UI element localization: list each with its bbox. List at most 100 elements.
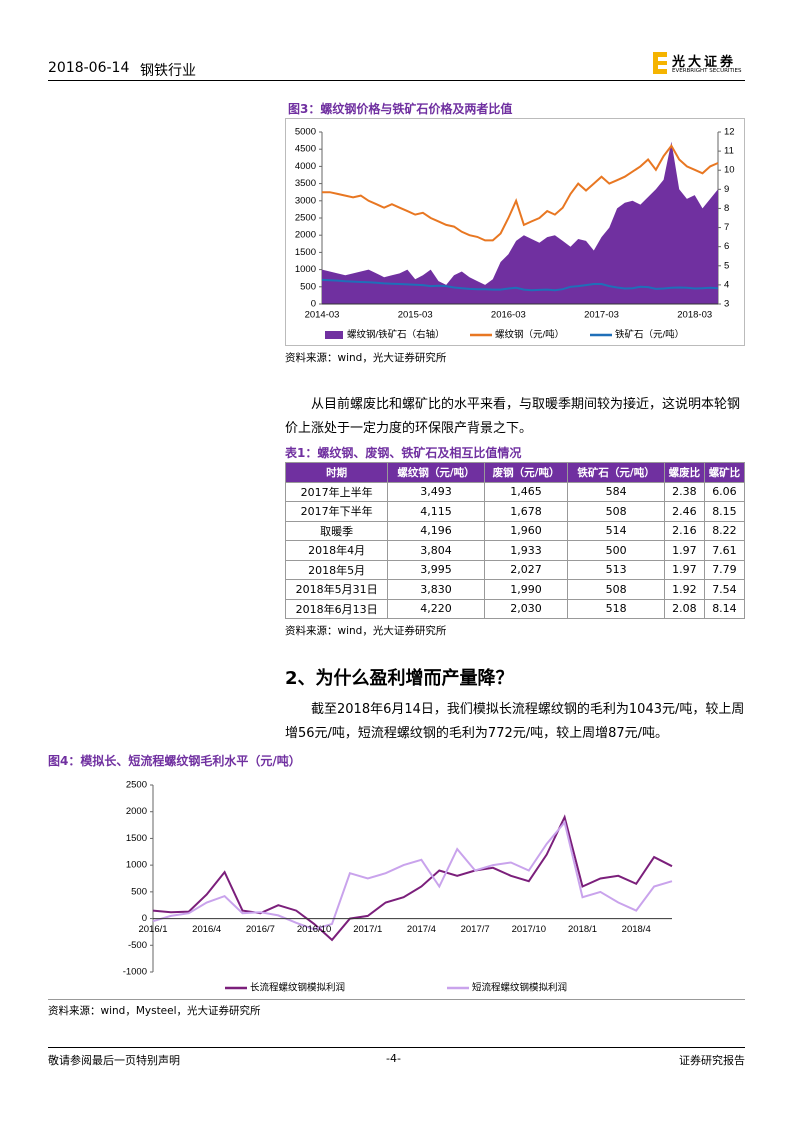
table-cell: 4,196 bbox=[387, 520, 485, 541]
table-cell: 508 bbox=[567, 501, 665, 522]
table-cell: 2018年5月31日 bbox=[284, 579, 389, 600]
column-header: 时期 bbox=[284, 462, 389, 483]
figure-source: 资料来源：wind，Mysteel，光大证券研究所 bbox=[48, 1005, 261, 1017]
y-tick-label: 4000 bbox=[295, 161, 316, 172]
y2-tick-label: 5 bbox=[724, 260, 729, 271]
y-tick-label: 5000 bbox=[295, 127, 316, 138]
table-cell: 1.92 bbox=[663, 579, 705, 600]
logo-english: EVERBRIGHT SECURITIES bbox=[672, 68, 742, 74]
table-cell: 518 bbox=[567, 598, 665, 619]
x-tick-label: 2016/4 bbox=[192, 924, 221, 935]
y-tick-label: -500 bbox=[128, 940, 147, 951]
table-cell: 1,933 bbox=[483, 540, 569, 561]
legend-label: 螺纹钢/铁矿石（右轴） bbox=[347, 329, 445, 341]
x-tick-label: 2016-03 bbox=[491, 310, 526, 321]
x-tick-label: 2017/10 bbox=[512, 924, 546, 935]
table-cell: 3,830 bbox=[387, 579, 485, 600]
footer-right: 证券研究报告 bbox=[679, 1054, 745, 1067]
chart-frame bbox=[285, 118, 745, 346]
table-cell: 500 bbox=[567, 540, 665, 561]
paragraph: 截至2018年6月14日，我们模拟长流程螺纹钢的毛利为1043元/吨，较上周增5… bbox=[285, 702, 745, 741]
x-tick-label: 2016/7 bbox=[246, 924, 275, 935]
table-cell: 508 bbox=[567, 579, 665, 600]
y-tick-label: 4500 bbox=[295, 144, 316, 155]
y-tick-label: 2000 bbox=[295, 230, 316, 241]
legend-label: 螺纹钢（元/吨） bbox=[495, 329, 564, 341]
header-date: 2018-06-14 bbox=[48, 60, 130, 76]
header-rule bbox=[48, 80, 745, 81]
legend-label: 短流程螺纹钢模拟利润 bbox=[472, 982, 567, 994]
y-tick-label: -1000 bbox=[123, 967, 147, 978]
table-cell: 7.79 bbox=[703, 559, 746, 580]
table-cell: 2018年4月 bbox=[284, 540, 389, 561]
logo-name: 光大证券 bbox=[672, 55, 737, 70]
line bbox=[321, 278, 719, 292]
footer-page: -4- bbox=[386, 1052, 401, 1065]
figure-title: 图4：模拟长、短流程螺纹钢毛利水平（元/吨） bbox=[48, 754, 301, 768]
paragraph: 从目前螺废比和螺矿比的水平来看，与取暖季期间较为接近，这说明本轮钢价上涨处于一定… bbox=[285, 397, 741, 436]
column-header: 螺矿比 bbox=[703, 462, 746, 483]
table-cell: 1,678 bbox=[483, 501, 569, 522]
table-cell: 1.97 bbox=[663, 540, 705, 561]
table-header-row: 时期 螺纹钢（元/吨） 废钢（元/吨） 铁矿石（元/吨） 螺废比 螺矿比 bbox=[284, 462, 746, 483]
y2-tick-label: 4 bbox=[724, 279, 729, 290]
table-cell: 2018年5月 bbox=[284, 559, 389, 580]
y-tick-label: 1500 bbox=[126, 833, 147, 844]
table-cell: 3,995 bbox=[387, 559, 485, 580]
table-cell: 2.38 bbox=[663, 481, 705, 502]
y-tick-label: 0 bbox=[142, 913, 147, 924]
table-row: 2018年6月13日 4,220 2,030 518 2.08 8.14 bbox=[284, 598, 746, 619]
table-row: 2018年5月31日 3,830 1,990 508 1.92 7.54 bbox=[284, 579, 746, 600]
y-tick-label: 2500 bbox=[295, 213, 316, 224]
table-cell: 1,990 bbox=[483, 579, 569, 600]
table-cell: 2,030 bbox=[483, 598, 569, 619]
x-tick-label: 2017/4 bbox=[407, 924, 436, 935]
x-tick-label: 2016/1 bbox=[138, 924, 167, 935]
y-tick-label: 1500 bbox=[295, 247, 316, 258]
y-tick-label: 3000 bbox=[295, 195, 316, 206]
x-tick-label: 2018/1 bbox=[568, 924, 597, 935]
y2-tick-label: 10 bbox=[724, 165, 735, 176]
table-cell: 2.46 bbox=[663, 501, 705, 522]
table-cell: 7.61 bbox=[703, 540, 746, 561]
table-cell: 8.22 bbox=[703, 520, 746, 541]
figure-source: 资料来源：wind，光大证券研究所 bbox=[285, 352, 447, 364]
x-tick-label: 2014-03 bbox=[305, 310, 340, 321]
x-tick-label: 2015-03 bbox=[398, 310, 433, 321]
y-tick-label: 2500 bbox=[126, 780, 147, 791]
table-cell: 取暖季 bbox=[284, 520, 389, 541]
line bbox=[152, 820, 673, 931]
column-header: 废钢（元/吨） bbox=[483, 462, 569, 483]
table-cell: 514 bbox=[567, 520, 665, 541]
column-header: 螺废比 bbox=[663, 462, 705, 483]
table-cell: 4,115 bbox=[387, 501, 485, 522]
x-tick-label: 2017/1 bbox=[353, 924, 382, 935]
y-tick-label: 500 bbox=[300, 281, 316, 292]
table-cell: 8.14 bbox=[703, 598, 746, 619]
header-industry: 钢铁行业 bbox=[140, 63, 196, 79]
footer-rule bbox=[48, 1047, 745, 1048]
legend-swatch bbox=[325, 331, 343, 339]
table-row: 2017年上半年 3,493 1,465 584 2.38 6.06 bbox=[284, 481, 746, 502]
line bbox=[322, 143, 719, 242]
table-row: 2018年4月 3,804 1,933 500 1.97 7.61 bbox=[284, 540, 746, 561]
column-header: 铁矿石（元/吨） bbox=[567, 462, 665, 483]
chart: 0 500 1000 1500 2000 2500 3000 3500 4000 4500 5000… bbox=[285, 118, 745, 346]
table-cell: 2017年下半年 bbox=[284, 501, 389, 522]
table-cell: 2017年上半年 bbox=[284, 481, 389, 502]
table-cell: 2018年6月13日 bbox=[284, 598, 389, 619]
line bbox=[152, 814, 673, 942]
y2-tick-label: 11 bbox=[724, 146, 734, 157]
x-tick-label: 2017/7 bbox=[461, 924, 490, 935]
figure-title: 图3：螺纹钢价格与铁矿石价格及两者比值 bbox=[288, 102, 513, 116]
y2-tick-label: 3 bbox=[724, 299, 729, 310]
y-tick-label: 1000 bbox=[295, 264, 316, 275]
area bbox=[322, 141, 718, 304]
table-cell: 1,465 bbox=[483, 481, 569, 502]
table-row: 2018年5月 3,995 2,027 513 1.97 7.79 bbox=[284, 559, 746, 580]
table-cell: 2.16 bbox=[663, 520, 705, 541]
table-cell: 6.06 bbox=[703, 481, 746, 502]
table-source: 资料来源：wind，光大证券研究所 bbox=[285, 625, 447, 637]
y2-tick-label: 9 bbox=[724, 184, 729, 195]
